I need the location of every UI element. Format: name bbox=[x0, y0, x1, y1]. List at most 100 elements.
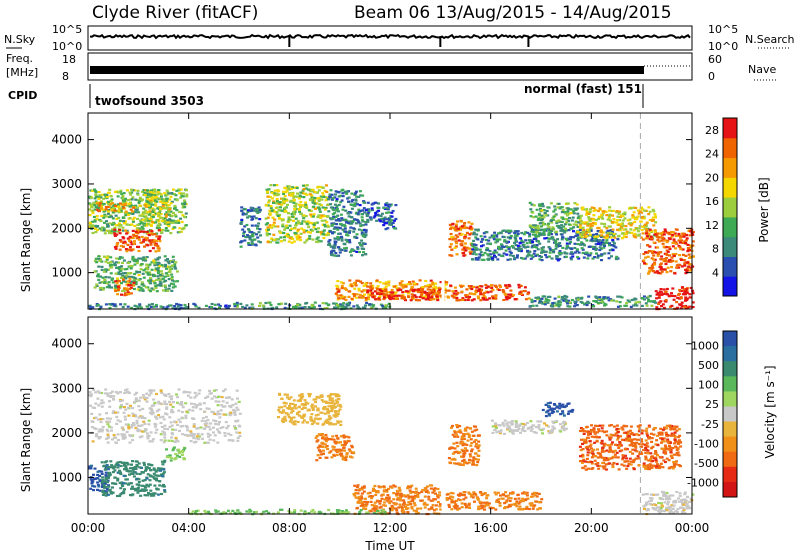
range-cell bbox=[364, 221, 368, 224]
range-cell bbox=[658, 293, 662, 296]
range-cell bbox=[505, 230, 508, 233]
range-cell bbox=[106, 268, 110, 271]
range-cell bbox=[585, 221, 589, 224]
range-cell bbox=[647, 206, 651, 209]
range-cell bbox=[96, 470, 100, 473]
range-cell bbox=[98, 227, 102, 230]
range-cell bbox=[532, 224, 536, 227]
range-cell bbox=[138, 289, 142, 292]
range-cell bbox=[465, 231, 469, 234]
range-cell bbox=[636, 209, 640, 212]
range-cell bbox=[623, 304, 627, 307]
range-cell bbox=[164, 265, 167, 268]
range-cell bbox=[641, 225, 645, 228]
range-cell bbox=[670, 256, 674, 259]
range-cell bbox=[689, 255, 693, 258]
range-cell bbox=[189, 402, 193, 405]
range-cell bbox=[103, 468, 107, 471]
range-cell bbox=[524, 298, 528, 301]
colorbar-tick-label: 20 bbox=[705, 171, 719, 184]
range-cell bbox=[528, 225, 532, 228]
range-cell bbox=[546, 295, 550, 298]
range-cell bbox=[228, 438, 232, 442]
range-cell bbox=[258, 209, 262, 212]
range-cell bbox=[170, 267, 174, 270]
range-cell bbox=[585, 231, 588, 234]
range-cell bbox=[452, 292, 456, 295]
range-cell bbox=[611, 238, 615, 242]
freq-trace bbox=[90, 66, 644, 74]
range-cell bbox=[362, 201, 366, 204]
range-cell bbox=[489, 253, 493, 256]
range-cell bbox=[142, 284, 146, 287]
range-cell bbox=[569, 252, 573, 255]
range-cell bbox=[330, 250, 333, 253]
range-cell bbox=[322, 195, 326, 198]
range-cell bbox=[601, 235, 605, 238]
range-cell bbox=[448, 245, 452, 248]
range-cell bbox=[132, 278, 136, 281]
range-cell bbox=[470, 228, 473, 231]
range-cell bbox=[130, 248, 134, 251]
range-cell bbox=[270, 237, 274, 240]
range-cell bbox=[689, 246, 693, 249]
range-cell bbox=[141, 227, 145, 230]
range-cell bbox=[121, 433, 125, 436]
range-cell bbox=[121, 278, 125, 281]
range-cell bbox=[143, 485, 147, 488]
range-cell bbox=[341, 228, 345, 231]
range-cell bbox=[508, 293, 512, 296]
range-cell bbox=[96, 390, 100, 393]
range-cell bbox=[155, 410, 159, 413]
range-cell bbox=[536, 253, 539, 256]
range-cell bbox=[484, 298, 488, 301]
range-cell bbox=[451, 226, 455, 229]
range-cell bbox=[286, 235, 290, 238]
range-cell bbox=[480, 258, 484, 261]
range-cell bbox=[481, 293, 485, 296]
range-cell bbox=[483, 235, 487, 238]
range-cell bbox=[531, 226, 535, 229]
range-cell bbox=[165, 406, 169, 409]
power-data bbox=[88, 113, 695, 311]
range-cell bbox=[349, 307, 353, 310]
range-cell bbox=[623, 211, 627, 214]
range-cell bbox=[530, 239, 534, 242]
range-cell bbox=[569, 212, 573, 215]
range-cell bbox=[387, 218, 391, 221]
range-cell bbox=[94, 195, 98, 198]
range-cell bbox=[666, 250, 670, 253]
range-cell bbox=[103, 232, 107, 235]
range-cell bbox=[541, 202, 544, 205]
range-cell bbox=[148, 483, 152, 486]
range-cell bbox=[133, 393, 137, 396]
range-cell bbox=[91, 480, 95, 483]
range-cell bbox=[320, 219, 324, 222]
range-cell bbox=[668, 233, 672, 236]
range-cell bbox=[109, 491, 113, 494]
range-cell bbox=[506, 236, 510, 239]
range-cell bbox=[575, 249, 579, 252]
range-cell bbox=[108, 286, 111, 289]
range-cell bbox=[150, 492, 154, 495]
range-cell bbox=[106, 223, 109, 226]
range-cell bbox=[632, 229, 636, 232]
range-cell bbox=[162, 483, 165, 487]
range-cell bbox=[400, 280, 404, 283]
range-cell bbox=[364, 282, 368, 285]
range-cell bbox=[131, 236, 135, 240]
range-cell bbox=[560, 298, 564, 301]
range-cell bbox=[334, 190, 338, 193]
range-cell bbox=[198, 402, 202, 405]
range-cell bbox=[204, 396, 208, 399]
range-cell bbox=[645, 230, 649, 233]
range-cell bbox=[607, 216, 611, 219]
range-cell bbox=[99, 258, 103, 261]
noise-right-tick-bottom: 10^0 bbox=[708, 40, 738, 53]
range-cell bbox=[94, 191, 98, 194]
range-cell bbox=[470, 232, 473, 235]
range-cell bbox=[293, 195, 297, 198]
range-cell bbox=[136, 399, 140, 402]
range-cell bbox=[293, 210, 297, 214]
range-cell bbox=[591, 221, 595, 224]
